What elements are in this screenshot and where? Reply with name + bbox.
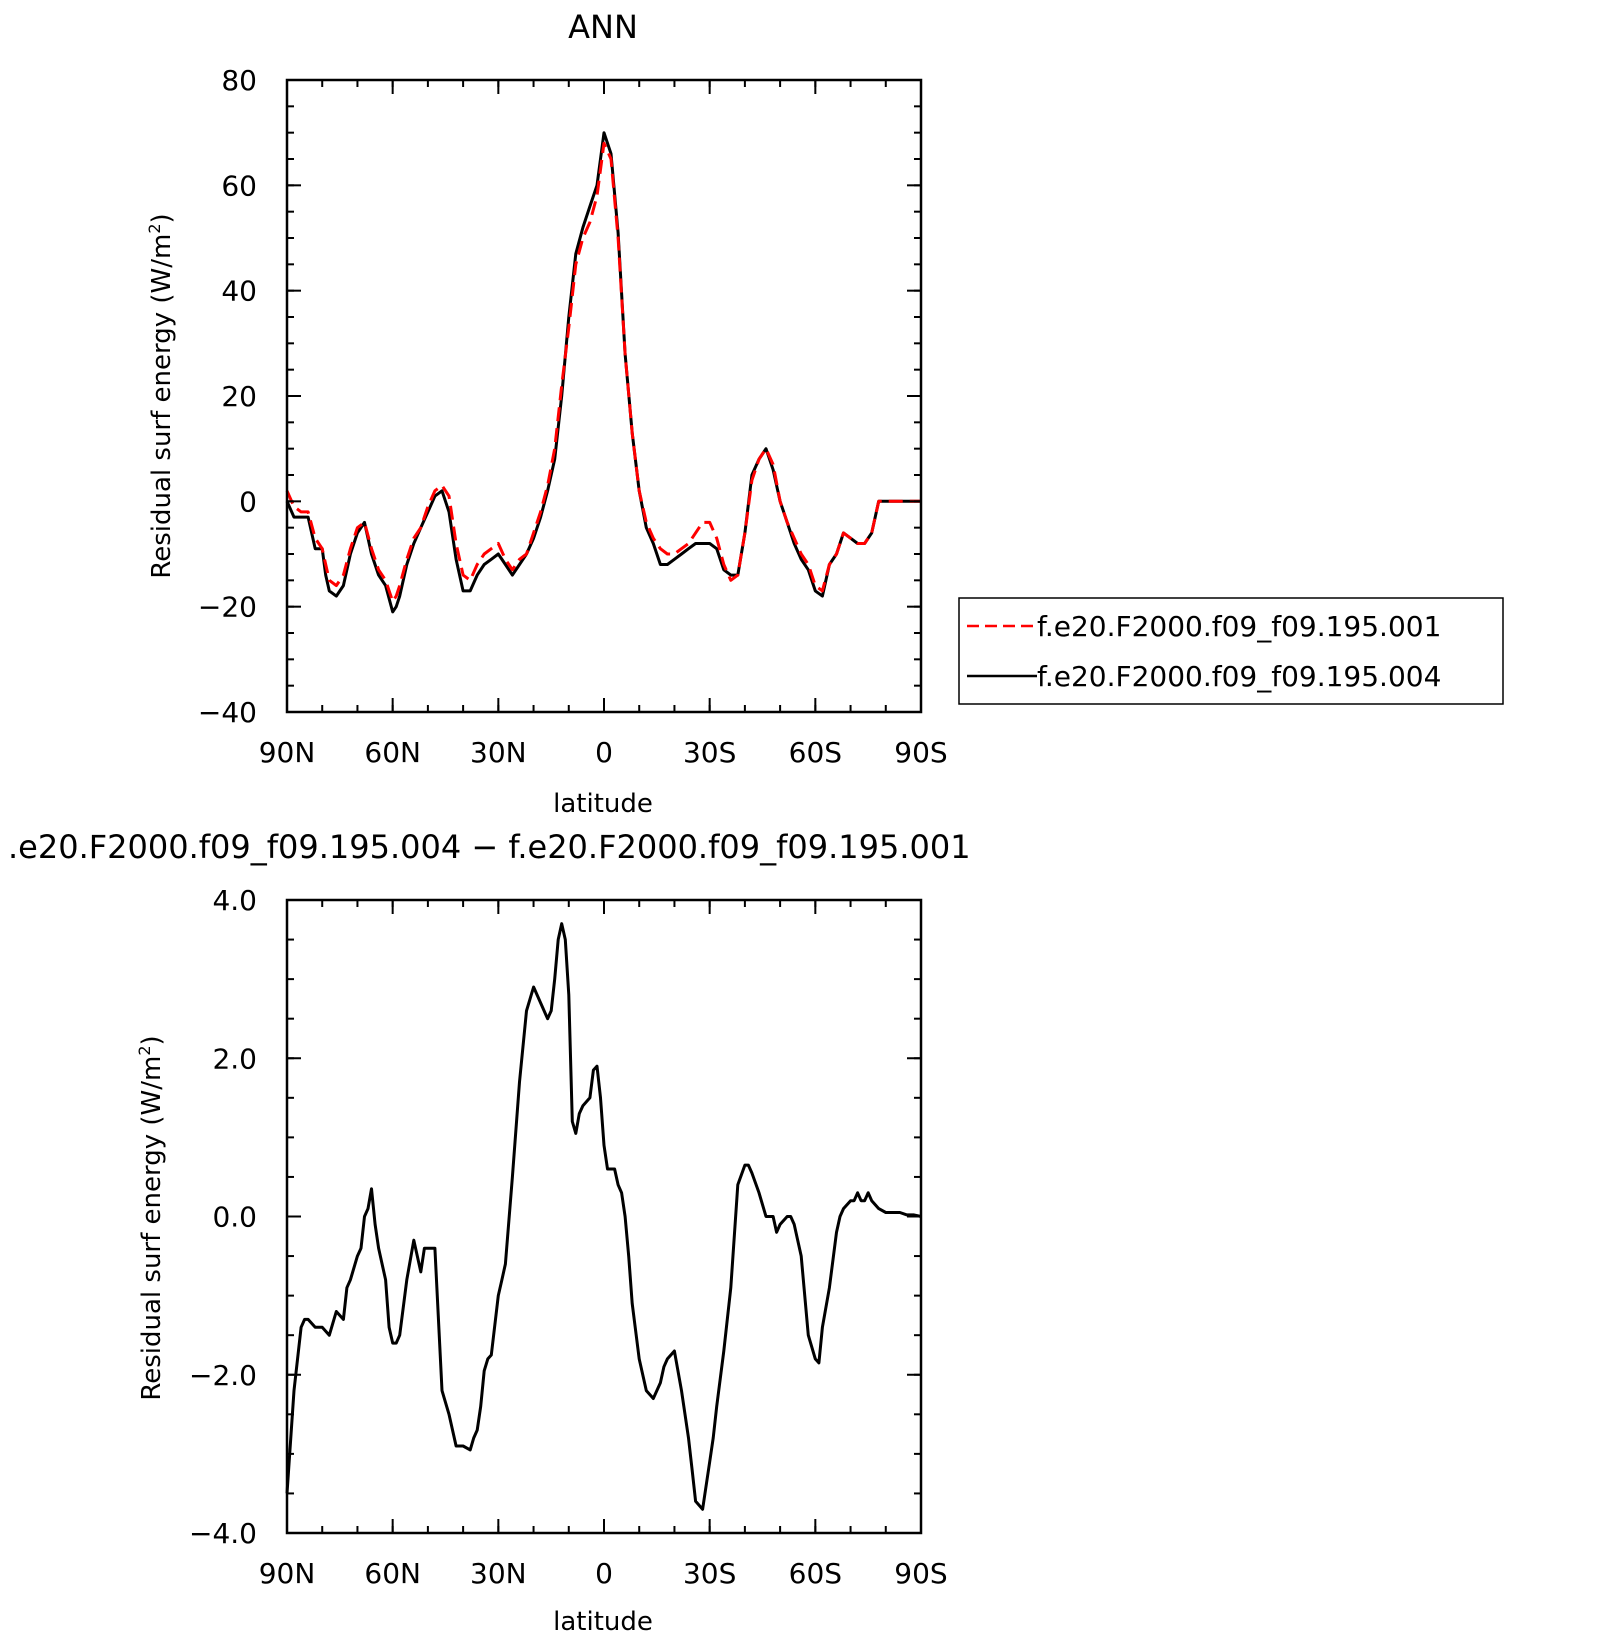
x-tick-label: 30N (470, 1557, 527, 1590)
y-tick-label: −2.0 (189, 1359, 257, 1392)
legend-label-001: f.e20.F2000.f09_f09.195.001 (1037, 610, 1441, 643)
x-tick-label: 30N (470, 736, 527, 769)
y-tick-label: 40 (221, 275, 257, 308)
x-tick-labels: 90N 60N 30N 0 30S 60S 90S (259, 1557, 948, 1590)
x-tick-label: 90S (894, 1557, 947, 1590)
y-tick-label: 60 (221, 169, 257, 202)
y-tick-label: 0.0 (212, 1201, 257, 1234)
y-tick-label: 4.0 (212, 884, 257, 917)
y-tick-labels: −4.0 −2.0 0.0 2.0 4.0 (189, 884, 257, 1550)
series-group (285, 131, 921, 614)
x-tick-label: 60N (364, 1557, 421, 1590)
y-tick-label: −40 (198, 696, 257, 729)
series-line-001 (285, 141, 921, 603)
x-tick-label: 0 (595, 1557, 613, 1590)
y-tick-label: 80 (221, 64, 257, 97)
legend: f.e20.F2000.f09_f09.195.001 f.e20.F2000.… (958, 597, 1504, 705)
x-axis-label: latitude (553, 789, 653, 819)
series-group (285, 922, 922, 1511)
x-tick-label: 30S (683, 1557, 736, 1590)
y-axis-label: Residual surf energy (W/m2) (135, 1035, 167, 1400)
x-axis-label: latitude (553, 1607, 653, 1635)
legend-box (958, 597, 1504, 705)
plot-frame (285, 898, 923, 1535)
tick-group (286, 79, 922, 713)
y-tick-label: −4.0 (189, 1517, 257, 1550)
chart-difference: .e20.F2000.f09_f09.195.004 − f.e20.F2000… (8, 828, 971, 1635)
x-tick-label: 90N (259, 736, 316, 769)
x-tick-label: 60N (364, 736, 421, 769)
x-tick-label: 0 (595, 736, 613, 769)
y-tick-labels: −40 −20 0 20 40 60 80 (198, 64, 257, 729)
x-tick-label: 90N (259, 1557, 316, 1590)
series-line-diff (285, 922, 922, 1511)
plot-frame (285, 78, 923, 714)
y-tick-label: 20 (221, 380, 257, 413)
y-tick-label: 2.0 (212, 1042, 257, 1075)
x-tick-label: 90S (894, 736, 947, 769)
x-tick-label: 30S (683, 736, 736, 769)
chart-title: ANN (568, 8, 638, 46)
tick-group (286, 899, 922, 1534)
y-tick-label: −20 (198, 591, 257, 624)
legend-label-004: f.e20.F2000.f09_f09.195.004 (1037, 660, 1441, 693)
x-tick-label: 60S (789, 1557, 842, 1590)
x-tick-label: 60S (789, 736, 842, 769)
y-axis-label: Residual surf energy (W/m2) (145, 213, 177, 578)
x-tick-labels: 90N 60N 30N 0 30S 60S 90S (259, 736, 948, 769)
series-line-004 (285, 131, 921, 614)
chart-title: .e20.F2000.f09_f09.195.004 − f.e20.F2000… (8, 828, 971, 866)
y-tick-label: 0 (239, 485, 257, 518)
